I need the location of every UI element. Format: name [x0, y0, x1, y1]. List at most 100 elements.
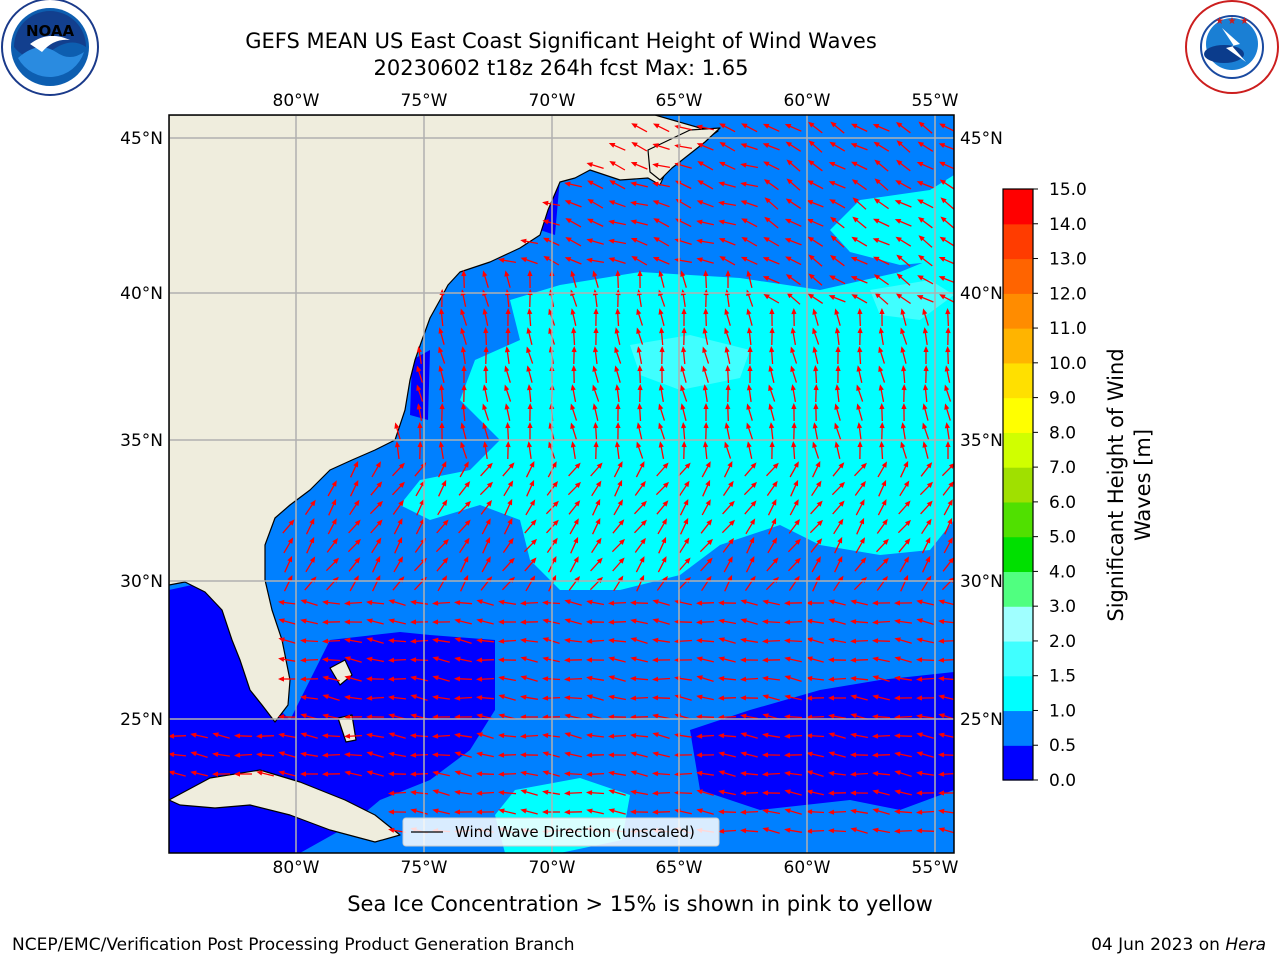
- arrow-head: [727, 574, 733, 582]
- arrow-head: [432, 752, 439, 758]
- arrow-head: [388, 695, 395, 701]
- arrow-head: [894, 600, 900, 606]
- colorbar-bin: [1003, 293, 1033, 329]
- arrow-head: [806, 600, 812, 606]
- arrow-head: [630, 789, 637, 795]
- arrow-head: [881, 479, 887, 487]
- arrow-head: [439, 403, 445, 410]
- arrow-head: [882, 538, 889, 545]
- arrow-head: [728, 480, 734, 488]
- arrow-head: [398, 462, 405, 469]
- arrow-head: [564, 599, 571, 605]
- arrow-head: [896, 140, 903, 147]
- arrow-head: [706, 519, 713, 526]
- arrow-head: [520, 238, 527, 244]
- arrow-head: [542, 676, 549, 682]
- colorbar-bin: [1003, 745, 1033, 781]
- arrow-head: [486, 462, 493, 469]
- lat-label: 45°N: [120, 129, 163, 149]
- arrow-head: [828, 713, 835, 719]
- arrow-head: [278, 732, 285, 738]
- arrow-head: [740, 181, 747, 187]
- arrow-head: [476, 618, 483, 624]
- arrow-head: [771, 537, 778, 544]
- arrow-head: [542, 809, 548, 815]
- arrow-head: [652, 657, 658, 663]
- svg-text:★ ★ ★: ★ ★ ★: [1215, 16, 1249, 27]
- arrow-head: [608, 808, 615, 814]
- colorbar-tick-label: 5.0: [1049, 528, 1076, 548]
- arrow-head: [570, 441, 576, 448]
- arrow-head: [573, 556, 579, 563]
- arrow-head: [441, 499, 448, 506]
- arrow-head: [636, 441, 642, 448]
- arrow-head: [618, 557, 625, 564]
- arrow-head: [658, 403, 664, 410]
- arrow-head: [543, 256, 550, 262]
- arrow-head: [680, 365, 686, 372]
- arrow-head: [718, 238, 726, 243]
- arrow-head: [944, 403, 950, 410]
- arrow-head: [564, 257, 572, 262]
- arrow-head: [460, 346, 466, 353]
- arrow-head: [309, 536, 315, 544]
- arrow-head: [564, 732, 571, 738]
- arrow-head: [834, 422, 840, 430]
- arrow-head: [835, 365, 841, 371]
- arrow-head: [507, 498, 513, 506]
- arrow-head: [938, 694, 945, 700]
- arrow-head: [498, 752, 505, 758]
- arrow-head: [608, 694, 615, 700]
- arrow-head: [696, 200, 704, 205]
- arrow-head: [637, 270, 643, 276]
- arrow-head: [593, 422, 599, 429]
- arrow-head: [476, 751, 483, 757]
- arrow-head: [684, 462, 691, 469]
- arrow-head: [740, 828, 747, 834]
- arrow-head: [508, 462, 515, 469]
- wind-wave-arrows: [169, 121, 954, 835]
- arrow-head: [873, 141, 880, 148]
- arrow-head: [900, 422, 906, 429]
- arrow-head: [696, 789, 703, 795]
- arrow-head: [344, 770, 351, 776]
- arrow-head: [432, 789, 439, 795]
- arrow-head: [850, 619, 857, 625]
- arrow-head: [762, 276, 770, 281]
- arrow-head: [882, 557, 889, 564]
- arrow-head: [894, 809, 901, 815]
- arrow-head: [784, 218, 792, 224]
- arrow-head: [322, 619, 329, 625]
- arrow-head: [476, 638, 483, 644]
- arrow-head: [507, 518, 513, 525]
- arrow-head: [630, 695, 637, 701]
- arrow-head: [923, 384, 929, 391]
- arrow-head: [860, 480, 866, 488]
- arrow-head: [894, 656, 901, 662]
- arrow-head: [680, 270, 686, 277]
- arrow-head: [398, 499, 404, 507]
- arrow-head: [366, 618, 373, 624]
- arrow-head: [443, 538, 449, 545]
- arrow-head: [785, 256, 792, 262]
- arrow-head: [397, 518, 403, 525]
- arrow-head: [256, 733, 263, 739]
- arrow-head: [852, 216, 859, 223]
- arrow-head: [834, 327, 841, 334]
- arrow-head: [681, 441, 687, 448]
- arrow-head: [300, 657, 307, 663]
- colorbar-tick-label: 15.0: [1049, 180, 1087, 200]
- arrow-head: [872, 238, 880, 243]
- arrow-head: [586, 599, 593, 605]
- arrow-head: [571, 346, 577, 353]
- arrow-head: [454, 637, 461, 643]
- arrow-head: [872, 124, 880, 129]
- arrow-head: [806, 770, 813, 776]
- arrow-head: [939, 179, 947, 185]
- arrow-head: [938, 732, 945, 738]
- arrow-head: [918, 217, 925, 223]
- arrow-head: [703, 403, 709, 409]
- arrow-head: [483, 346, 489, 353]
- arrow-head: [388, 827, 395, 833]
- arrow-head: [366, 695, 373, 701]
